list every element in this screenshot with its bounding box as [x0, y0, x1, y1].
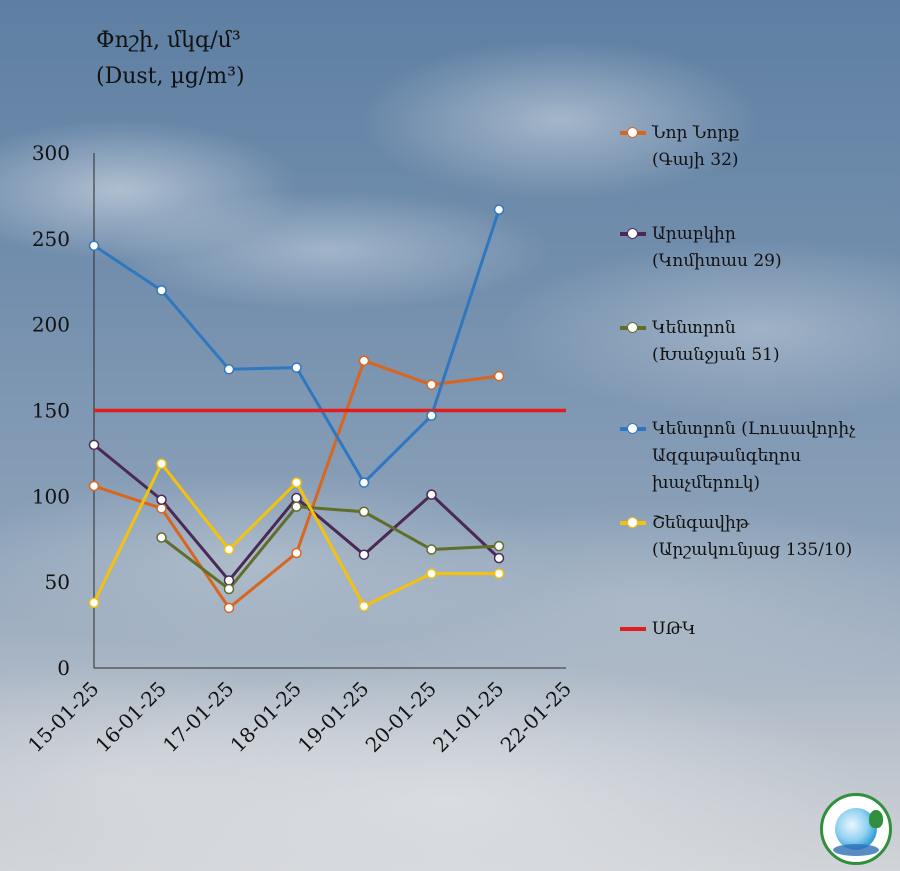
x-tick-label: 16-01-25 [91, 677, 172, 758]
legend-label-line: Ազգաթանգեղոս [652, 446, 802, 466]
x-tick-label: 18-01-25 [226, 677, 307, 758]
legend-marker [627, 322, 638, 333]
x-tick-label: 22-01-25 [496, 677, 577, 758]
series-line-1 [93, 443, 501, 582]
organization-logo [820, 793, 892, 865]
legend-label: Արաբկիր (Կոմիտաս 29) [652, 221, 782, 275]
x-tick-label: 15-01-25 [23, 677, 104, 758]
data-point-1 [156, 494, 167, 506]
legend-label-line: (Կոմիտաս 29) [652, 251, 782, 271]
legend-marker [627, 228, 638, 239]
data-point-4 [223, 544, 235, 555]
legend-label: Շենգավիթ (Արշակունյաց 135/10) [652, 510, 852, 564]
legend-label: Կենտրոն (Լուսավորիչ Ազգաթանգեղոս խաչմերուկ… [652, 416, 855, 497]
data-point-2 [358, 506, 370, 518]
y-tick-label: 250 [32, 227, 70, 251]
legend-label: ՍԹԿ [652, 616, 696, 643]
data-point-2 [493, 540, 505, 552]
data-point-0 [291, 547, 302, 559]
y-tick-label: 100 [32, 484, 70, 508]
data-point-4 [493, 568, 505, 579]
data-point-0 [426, 379, 437, 390]
data-point-3 [156, 285, 167, 296]
legend-marker [627, 423, 638, 434]
legend-label-line: ՍԹԿ [652, 619, 696, 639]
data-point-4 [156, 458, 167, 469]
legend-marker [627, 517, 638, 528]
data-point-0 [88, 480, 100, 492]
data-point-4 [88, 597, 100, 609]
x-tick-label: 19-01-25 [293, 677, 374, 758]
y-tick-label: 300 [32, 141, 70, 165]
data-point-0 [358, 355, 370, 366]
data-point-4 [426, 568, 437, 579]
data-point-1 [223, 575, 235, 586]
x-tick-label: 21-01-25 [428, 677, 509, 758]
chart-title-english: (Dust, µg/m³) [96, 64, 245, 89]
data-point-1 [426, 489, 437, 500]
legend-label-line: Շենգավիթ [652, 513, 750, 533]
y-tick-label: 200 [32, 313, 70, 337]
data-point-3 [426, 410, 437, 421]
x-tick-label: 17-01-25 [158, 677, 239, 758]
data-point-2 [223, 583, 235, 595]
data-point-2 [426, 544, 437, 555]
data-point-4 [291, 477, 302, 488]
chart-title-armenian: Փոշի, մկգ/մ³ [96, 28, 241, 53]
data-point-0 [493, 370, 505, 382]
data-point-0 [223, 602, 235, 614]
legend-label: Նոր Նորք (Գայի 32) [652, 120, 739, 174]
series-line-3 [93, 209, 501, 485]
data-point-4 [358, 600, 370, 612]
data-point-3 [88, 240, 100, 251]
legend-marker [627, 127, 638, 138]
legend-label: Կենտրոն (Խանջյան 51) [652, 315, 780, 369]
data-point-3 [358, 477, 370, 488]
y-tick-label: 0 [57, 656, 70, 680]
legend-label-line: (Խանջյան 51) [652, 345, 780, 365]
data-point-3 [223, 364, 235, 375]
legend-label-line: խաչմերուկ) [652, 473, 761, 493]
legend-label-line: (Արշակունյաց 135/10) [652, 540, 853, 560]
legend-label-line: Կենտրոն [652, 318, 736, 338]
legend-label-line: Կենտրոն (Լուսավորիչ [652, 419, 856, 439]
legend-label-line: Արաբկիր [652, 224, 736, 244]
data-point-1 [358, 549, 370, 560]
data-point-2 [291, 501, 302, 512]
legend-label-line: Նոր Նորք [652, 123, 740, 143]
data-point-1 [493, 552, 505, 564]
legend-label-line: (Գայի 32) [652, 150, 739, 170]
series-line-2 [160, 505, 500, 591]
legend-swatch [620, 627, 646, 631]
data-point-0 [156, 503, 167, 514]
data-point-3 [493, 204, 505, 215]
data-point-1 [291, 492, 302, 504]
x-tick-label: 20-01-25 [361, 677, 442, 758]
data-point-3 [291, 362, 302, 373]
y-tick-label: 50 [45, 570, 70, 594]
data-point-2 [156, 532, 167, 543]
y-tick-label: 150 [32, 399, 70, 423]
data-point-1 [88, 439, 100, 451]
